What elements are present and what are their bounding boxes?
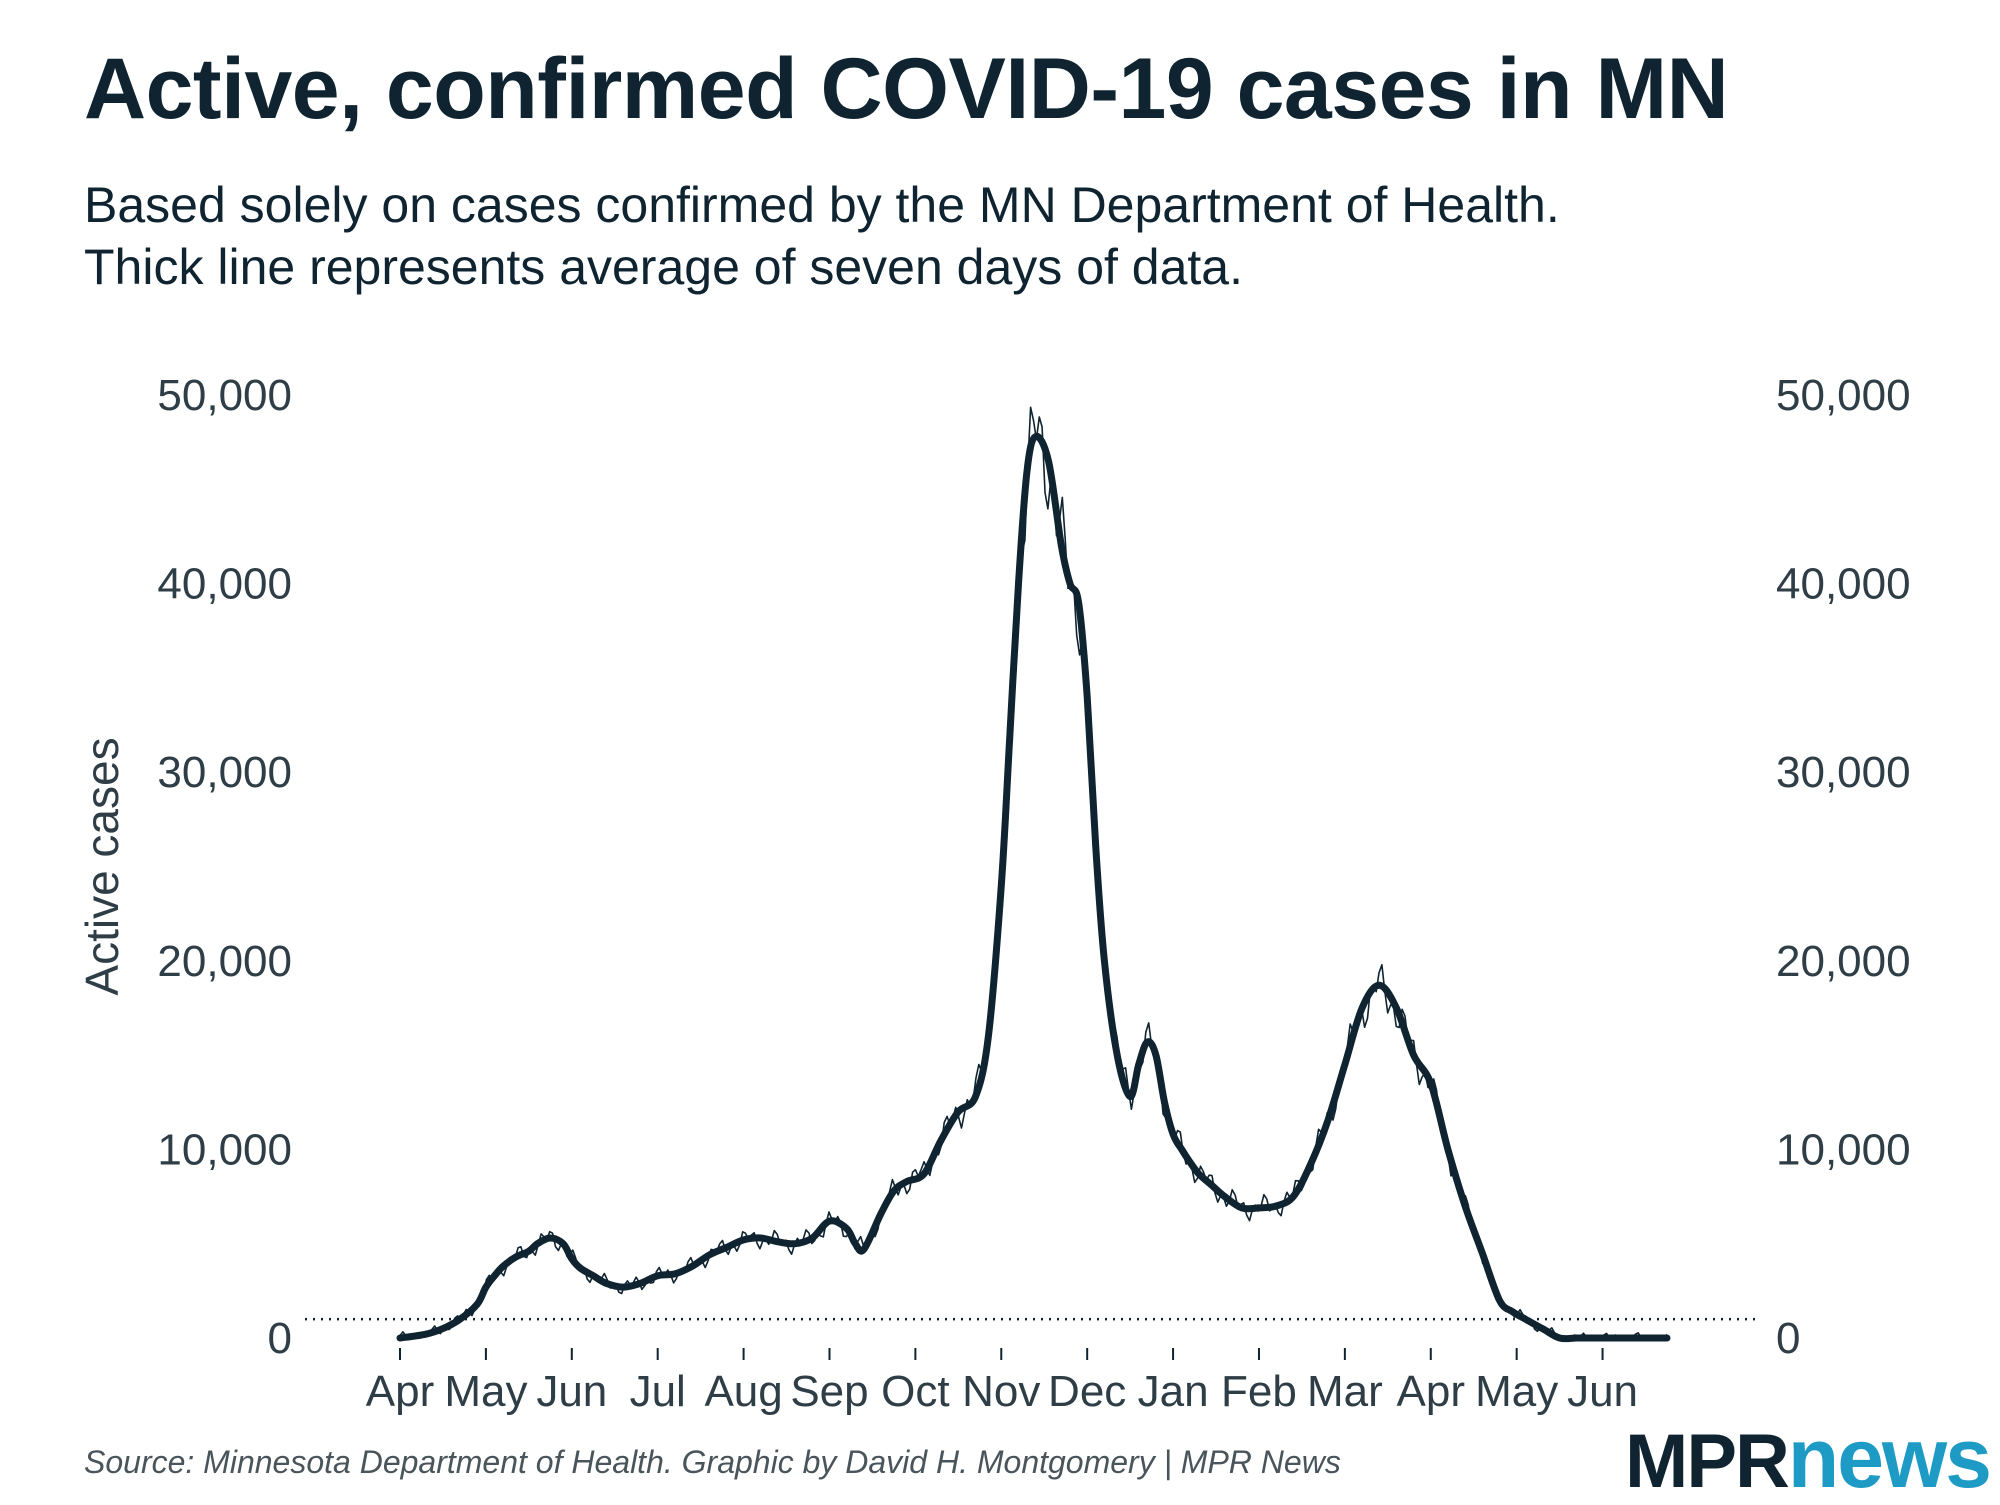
y-tick-label-right: 40,000: [1776, 560, 1911, 609]
y-tick-label-left: 10,000: [157, 1125, 292, 1174]
x-tick-label: Feb: [1221, 1367, 1297, 1416]
x-tick-label: May: [1475, 1367, 1558, 1416]
x-tick-label: May: [444, 1367, 527, 1416]
average-series-line: [396, 432, 1671, 1343]
mpr-news-logo: MPRnews: [1625, 1416, 1992, 1502]
daily-series-line: [399, 406, 1668, 1339]
y-axis-left: 0 10,000 20,000 30,000 40,000 50,000: [157, 371, 292, 1363]
x-tick-label: Jul: [630, 1367, 686, 1416]
x-tick-label: Jan: [1138, 1367, 1209, 1416]
source-credit: Source: Minnesota Department of Health. …: [84, 1444, 1341, 1480]
y-tick-label-right: 20,000: [1776, 937, 1911, 986]
y-tick-label-right: 10,000: [1776, 1125, 1911, 1174]
x-tick-label: Oct: [881, 1367, 949, 1416]
y-tick-label-left: 50,000: [157, 371, 292, 420]
y-axis-right: 0 10,000 20,000 30,000 40,000 50,000: [1776, 371, 1911, 1363]
x-tick-label: Apr: [366, 1367, 434, 1416]
y-tick-label-right: 30,000: [1776, 748, 1911, 797]
y-tick-label-left: 30,000: [157, 748, 292, 797]
x-tick-label: Apr: [1397, 1367, 1465, 1416]
x-tick-label: Jun: [1567, 1367, 1638, 1416]
logo-news-text: news: [1787, 1411, 1992, 1505]
y-tick-label-right: 50,000: [1776, 371, 1911, 420]
x-tick-label: Aug: [704, 1367, 782, 1416]
chart-title: Active, confirmed COVID-19 cases in MN: [84, 41, 1729, 137]
subtitle-line-1: Based solely on cases confirmed by the M…: [84, 177, 1560, 233]
x-tick-label: Dec: [1048, 1367, 1126, 1416]
y-tick-label-left: 40,000: [157, 560, 292, 609]
logo-mpr-text: MPR: [1625, 1419, 1790, 1504]
x-tick-label: Sep: [790, 1367, 868, 1416]
y-tick-label-left: 0: [268, 1314, 292, 1363]
series-group: [396, 406, 1671, 1343]
y-tick-label-right: 0: [1776, 1314, 1800, 1363]
x-tick-label: Nov: [962, 1367, 1040, 1416]
x-axis: Apr May Jun Jul Aug Sep Oct Nov Dec Jan Feb Mar Apr M…: [366, 1348, 1638, 1416]
x-tick-label: Jun: [536, 1367, 607, 1416]
x-tick-label: Mar: [1307, 1367, 1383, 1416]
chart-subtitle: Based solely on cases confirmed by the M…: [84, 174, 1560, 298]
y-axis-title: Active cases: [76, 737, 128, 995]
subtitle-line-2: Thick line represents average of seven d…: [84, 239, 1243, 295]
y-tick-label-left: 20,000: [157, 937, 292, 986]
